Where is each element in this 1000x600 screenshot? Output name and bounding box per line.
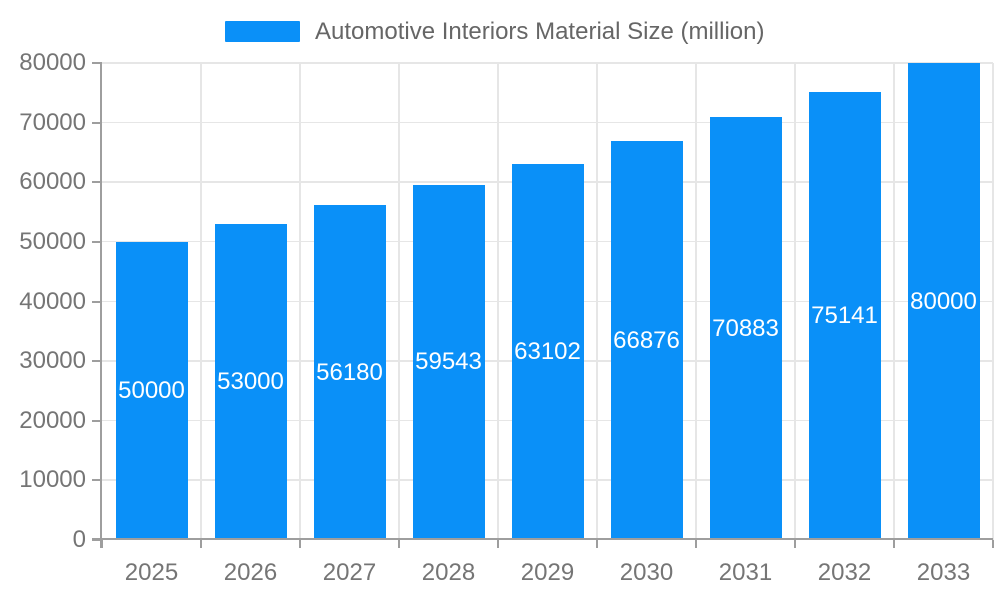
h-gridline (102, 62, 993, 64)
y-tick (92, 479, 102, 482)
x-tick (893, 540, 895, 548)
v-gridline (794, 63, 796, 540)
x-tick-label: 2025 (124, 559, 179, 586)
x-tick-label: 2029 (520, 559, 575, 586)
x-tick (398, 540, 400, 548)
v-gridline (398, 63, 400, 540)
y-tick-label: 30000 (19, 347, 86, 375)
y-tick (92, 181, 102, 184)
bar-value-label: 75141 (811, 301, 878, 329)
x-tick (299, 540, 301, 548)
x-tick (497, 540, 499, 548)
y-tick-label: 60000 (19, 168, 86, 196)
y-tick-label: 10000 (19, 466, 86, 494)
legend-swatch-icon (225, 21, 300, 42)
x-tick-label: 2032 (817, 559, 872, 586)
h-gridline (102, 121, 993, 124)
y-tick (92, 62, 102, 64)
x-tick-label: 2027 (322, 559, 377, 586)
v-gridline (299, 63, 301, 540)
bar[interactable] (214, 223, 287, 540)
x-tick-label: 2031 (718, 559, 773, 586)
bar-value-label: 50000 (118, 376, 185, 404)
y-tick-label: 0 (72, 526, 86, 553)
bar-value-label: 59543 (415, 348, 482, 376)
bar[interactable] (313, 205, 386, 540)
bar[interactable] (610, 141, 683, 540)
x-tick-label: 2033 (916, 559, 971, 586)
x-tick-label: 2028 (421, 559, 476, 586)
y-tick (92, 121, 102, 124)
v-gridline (992, 63, 994, 540)
v-gridline (893, 63, 895, 540)
v-gridline (596, 63, 598, 540)
y-tick-label: 80000 (19, 49, 86, 76)
x-tick (695, 540, 697, 548)
y-tick (92, 240, 102, 243)
bar-value-label: 53000 (217, 367, 284, 395)
v-gridline (497, 63, 499, 540)
v-gridline (200, 63, 202, 540)
bar[interactable] (907, 63, 980, 540)
y-tick-label: 70000 (19, 108, 86, 136)
x-tick (596, 540, 598, 548)
x-tick (101, 540, 103, 548)
bar-value-label: 70883 (712, 314, 779, 342)
x-tick-label: 2030 (619, 559, 674, 586)
x-tick-label: 2026 (223, 559, 278, 586)
x-axis-line (92, 538, 993, 540)
bar[interactable] (115, 241, 188, 540)
x-tick (992, 540, 994, 548)
y-tick (92, 419, 102, 422)
y-tick (92, 539, 102, 541)
y-axis-line (100, 63, 102, 548)
x-tick (794, 540, 796, 548)
bar-value-label: 56180 (316, 358, 383, 386)
y-tick-label: 40000 (19, 287, 86, 315)
bar[interactable] (511, 163, 584, 540)
y-tick (92, 360, 102, 363)
bar-value-label: 80000 (910, 287, 977, 315)
bar-value-label: 63102 (514, 337, 581, 365)
bar[interactable] (412, 184, 485, 540)
y-tick-label: 20000 (19, 406, 86, 434)
bar-value-label: 66876 (613, 326, 680, 354)
bar[interactable] (808, 91, 881, 540)
legend[interactable]: Automotive Interiors Material Size (mill… (225, 18, 764, 45)
v-gridline (695, 63, 697, 540)
legend-label: Automotive Interiors Material Size (mill… (315, 17, 765, 45)
x-tick (200, 540, 202, 548)
y-tick (92, 300, 102, 303)
y-tick-label: 50000 (19, 227, 86, 255)
bar[interactable] (709, 117, 782, 540)
